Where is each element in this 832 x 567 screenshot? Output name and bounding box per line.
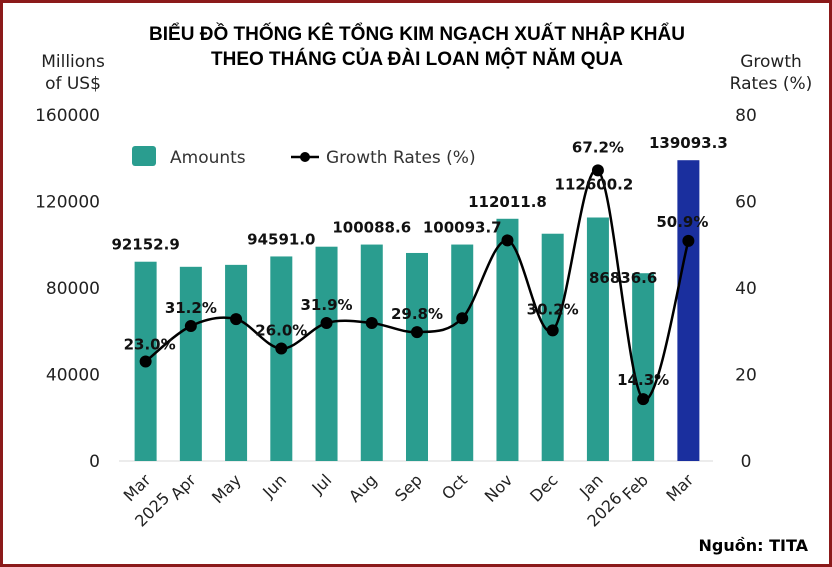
legend: Amounts Growth Rates (%)	[132, 146, 476, 168]
bar-2	[179, 266, 202, 461]
bar-5	[315, 246, 338, 461]
x-tick-label-9: Nov	[481, 470, 517, 506]
line-data-label-11: 67.2%	[572, 138, 624, 156]
growth-rate-point-3	[230, 313, 243, 326]
y-left-tick-label: 160000	[35, 106, 100, 126]
bar-data-label-13: 139093.3	[649, 134, 728, 152]
y-left-title-line-1: Millions	[41, 52, 105, 72]
y-right-title-line-2: Rates (%)	[730, 74, 813, 94]
chart-title-line-2: THEO THÁNG CỦA ĐÀI LOAN MỘT NĂM QUA	[211, 48, 623, 70]
bar-8	[451, 244, 474, 461]
growth-rate-point-7	[411, 326, 423, 339]
chart-title-line-1: BIỂU ĐỒ THỐNG KÊ TỔNG KIM NGẠCH XUẤT NHẬ…	[149, 23, 685, 45]
source-note: Nguồn: TITA	[698, 536, 808, 555]
line-data-label-13: 50.9%	[656, 213, 708, 231]
x-tick-label-10: Dec	[526, 470, 561, 505]
chart-title: BIỂU ĐỒ THỐNG KÊ TỔNG KIM NGẠCH XUẤT NHẬ…	[149, 23, 685, 70]
y-right-tick-labels: 0 20 40 60 80	[735, 106, 757, 472]
x-tick-label-3: May	[208, 470, 245, 507]
y-left-tick-labels: 0 40000 80000 120000 160000	[35, 106, 100, 472]
line-data-label-1: 23.0%	[124, 336, 176, 354]
bar-7	[406, 252, 428, 461]
growth-rate-point-8	[456, 312, 469, 325]
y-right-tick-label: 40	[735, 279, 757, 299]
bar-data-label-6: 100088.6	[332, 219, 411, 237]
bar-data-label-11: 112600.2	[555, 176, 634, 194]
bar-data-label-4: 94591.0	[247, 230, 315, 248]
bar-10	[541, 233, 564, 461]
growth-rate-point-5	[320, 317, 333, 330]
growth-rate-point-1	[139, 355, 152, 368]
growth-rate-line	[144, 169, 690, 401]
bar-data-label-9: 112011.8	[468, 193, 547, 211]
bar-9	[496, 218, 519, 461]
growth-rate-point-9	[501, 234, 514, 247]
growth-rate-point-12	[637, 393, 650, 406]
x-tick-label-8: Oct	[438, 470, 471, 503]
bar-11	[586, 217, 609, 461]
bar-6	[360, 244, 383, 461]
line-series	[139, 164, 695, 406]
growth-rate-point-4	[275, 342, 288, 355]
y-left-tick-label: 40000	[46, 366, 100, 386]
growth-rate-point-6	[365, 317, 378, 330]
y-left-tick-label: 0	[89, 452, 100, 472]
x-tick-label-6: Aug	[345, 470, 381, 506]
line-data-label-10: 30.2%	[527, 300, 579, 318]
y-left-title-line-2: of US$	[45, 74, 101, 94]
bar-data-label-8: 100093.7	[423, 219, 502, 237]
y-right-tick-label: 20	[735, 366, 757, 386]
y-right-axis-title: Growth Rates (%)	[730, 52, 813, 94]
growth-rate-point-13	[682, 234, 695, 247]
bar-13	[677, 160, 700, 461]
bar-data-label-12: 86836.6	[589, 269, 657, 287]
growth-rate-point-11	[591, 164, 604, 177]
y-left-tick-label: 120000	[35, 193, 100, 213]
y-right-tick-label: 60	[735, 193, 757, 213]
combo-chart: BIỂU ĐỒ THỐNG KÊ TỔNG KIM NGẠCH XUẤT NHẬ…	[35, 23, 813, 555]
line-data-label-5: 31.9%	[301, 296, 353, 314]
legend-label-amounts: Amounts	[170, 148, 246, 168]
line-data-labels: 23.0% 31.2% 26.0% 31.9% 29.8% 30.2% 67.2% 14.3%…	[124, 138, 709, 389]
y-left-tick-label: 80000	[46, 279, 100, 299]
bar-4	[270, 256, 293, 461]
legend-swatch-growth-marker	[300, 152, 310, 162]
bar-3	[225, 264, 248, 461]
x-tick-label-4: Jun	[258, 470, 290, 502]
x-tick-label-5: Jul	[308, 470, 336, 498]
legend-label-growth: Growth Rates (%)	[326, 148, 476, 168]
y-right-title-line-1: Growth	[740, 52, 802, 72]
y-right-tick-label: 0	[741, 452, 752, 472]
bar-data-labels: 92152.9 94591.0 100088.6 100093.7 112011.8 11…	[111, 134, 727, 287]
y-right-tick-label: 80	[735, 106, 757, 126]
x-tick-label-7: Sep	[391, 470, 426, 505]
growth-rate-point-2	[184, 320, 197, 333]
legend-swatch-amounts	[132, 146, 156, 166]
line-data-label-12: 14.3%	[617, 371, 669, 389]
x-tick-label-13: Mar	[662, 470, 697, 505]
line-data-label-2: 31.2%	[165, 299, 217, 317]
bar-series	[134, 160, 700, 461]
growth-rate-point-10	[546, 324, 559, 337]
bar-data-label-1: 92152.9	[111, 236, 179, 254]
y-left-axis-title: Millions of US$	[41, 52, 105, 94]
line-data-label-4: 26.0%	[255, 322, 307, 340]
bar-12	[632, 273, 655, 461]
x-tick-labels: Mar Apr May Jun Jul Aug Sep Oct Nov Dec Jan Feb Mar2…	[120, 470, 698, 531]
x-tick-label-12: Feb	[619, 470, 652, 503]
line-data-label-7: 29.8%	[391, 305, 443, 323]
x-tick-label-2: Apr	[167, 470, 200, 503]
